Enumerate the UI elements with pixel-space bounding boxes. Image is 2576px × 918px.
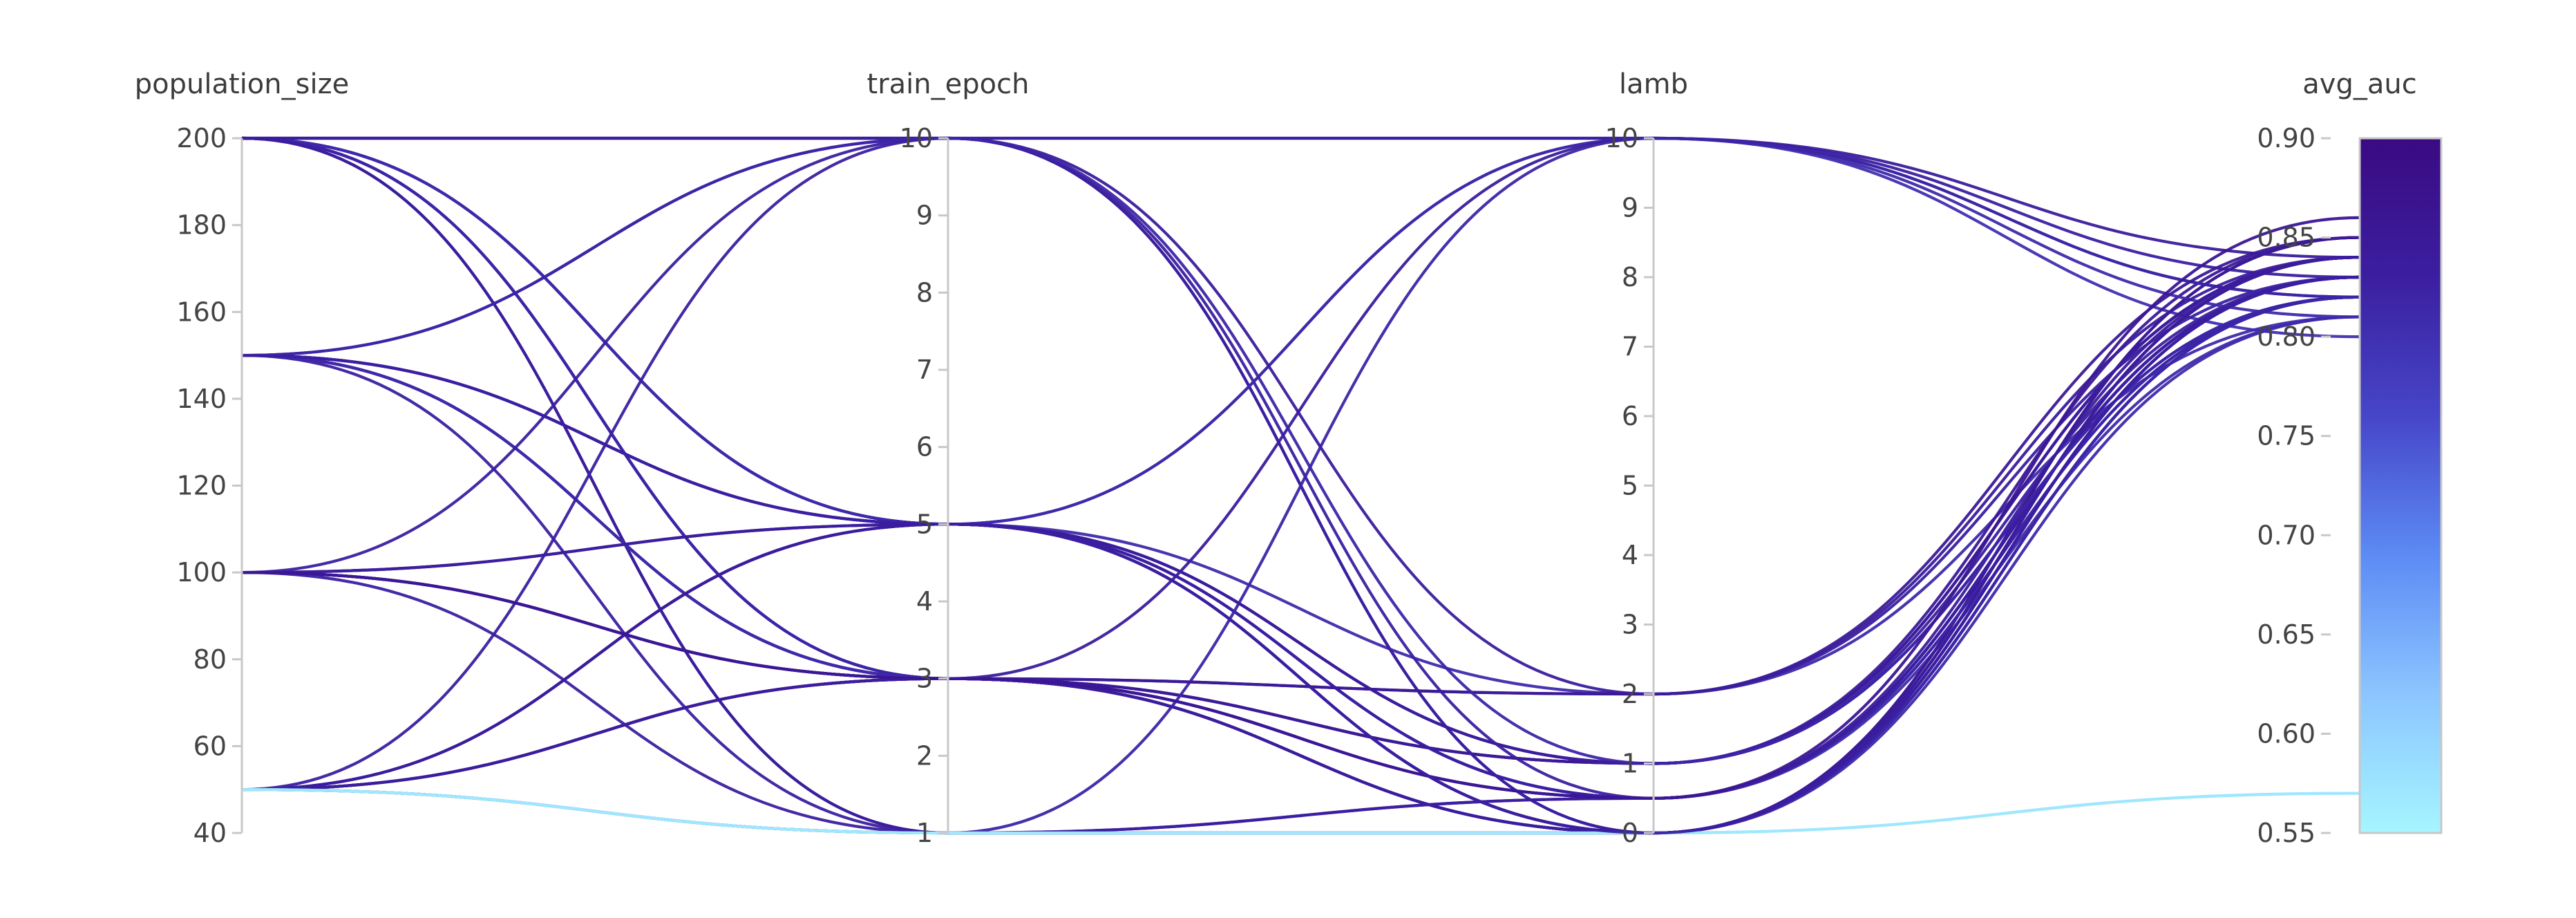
trial-line-38[interactable] xyxy=(241,275,2360,835)
tick-label: 40 xyxy=(193,818,227,848)
tick-label: 4 xyxy=(1622,540,1638,570)
tick-label: 7 xyxy=(1622,332,1638,362)
trial-line-28[interactable] xyxy=(241,275,2360,835)
tick-label: 0.80 xyxy=(2257,321,2315,352)
tick-label: 0.70 xyxy=(2257,520,2315,550)
tick-label: 8 xyxy=(916,277,933,308)
tick-label: 0.55 xyxy=(2257,818,2315,848)
trial-line-44[interactable] xyxy=(241,216,2360,800)
trial-line-40[interactable] xyxy=(241,788,2360,835)
axes: population_size200180160140120100806040t… xyxy=(135,68,2417,848)
axis-train_epoch[interactable]: train_epoch 10 9 8 7 6 5 4 3 2 1 xyxy=(867,68,1030,848)
axis-title-population_size: population_size xyxy=(135,68,349,100)
tick-label: 180 xyxy=(176,210,227,241)
tick-label: 4 xyxy=(916,586,933,617)
trial-line-37[interactable] xyxy=(241,256,2360,791)
trial-line-33[interactable] xyxy=(241,295,2360,835)
tick-label: 8 xyxy=(1622,262,1638,292)
tick-label: 9 xyxy=(1622,193,1638,223)
tick-label: 6 xyxy=(916,432,933,462)
tick-label: 0.90 xyxy=(2257,123,2315,153)
tick-label: 0.75 xyxy=(2257,421,2315,451)
tick-label: 160 xyxy=(176,297,227,327)
axis-title-avg_auc: avg_auc xyxy=(2302,68,2416,100)
tick-label: 1 xyxy=(916,818,933,848)
trial-line-31[interactable] xyxy=(241,136,2360,791)
tick-label: 10 xyxy=(900,123,933,153)
trial-line-45[interactable] xyxy=(241,275,2360,835)
tick-label: 80 xyxy=(193,644,227,675)
trial-line-18[interactable] xyxy=(241,275,2360,835)
tick-label: 0.85 xyxy=(2257,223,2315,253)
trial-line-41[interactable] xyxy=(241,788,2360,835)
axis-population_size[interactable]: population_size 200 180 160 140 120 100 80 60 40 xyxy=(135,68,349,848)
axis-avg_auc[interactable]: avg_auc 0.90 0.85 0.80 0.75 0.70 0.65 0.60 0.55 xyxy=(2257,68,2416,848)
tick-label: 0.65 xyxy=(2257,619,2315,650)
colorbar-frame xyxy=(2358,137,2443,834)
trial-line-0[interactable] xyxy=(242,136,2360,339)
axis-title-lamb: lamb xyxy=(1619,68,1688,100)
tick-label: 5 xyxy=(916,509,933,539)
trial-line-43[interactable] xyxy=(241,136,2360,765)
tick-label: 5 xyxy=(1622,471,1638,501)
tick-label: 100 xyxy=(176,557,227,588)
tick-label: 140 xyxy=(176,384,227,414)
trial-line-20[interactable] xyxy=(241,295,2360,835)
tick-label: 200 xyxy=(176,123,227,153)
trial-line-32[interactable] xyxy=(241,136,2360,791)
tick-label: 60 xyxy=(193,731,227,761)
tick-label: 1 xyxy=(1622,749,1638,779)
tick-label: 0.60 xyxy=(2257,718,2315,749)
tick-label: 6 xyxy=(1622,401,1638,431)
tick-label: 10 xyxy=(1605,123,1638,153)
tick-label: 7 xyxy=(916,355,933,385)
trial-line-13[interactable] xyxy=(241,315,2360,696)
tick-label: 2 xyxy=(916,740,933,771)
trial-line-42[interactable] xyxy=(242,136,2360,696)
tick-label: 9 xyxy=(916,200,933,231)
colorbar-gradient xyxy=(2360,138,2441,833)
axis-title-train_epoch: train_epoch xyxy=(867,68,1030,100)
trial-line-39[interactable] xyxy=(241,256,2360,835)
tick-label: 2 xyxy=(1622,679,1638,709)
tick-label: 3 xyxy=(1622,610,1638,640)
tick-label: 0 xyxy=(1622,818,1638,848)
trial-lines xyxy=(241,136,2360,835)
tick-label: 3 xyxy=(916,664,933,694)
avg-auc-colorbar[interactable] xyxy=(2358,137,2443,834)
tick-label: 120 xyxy=(176,471,227,501)
